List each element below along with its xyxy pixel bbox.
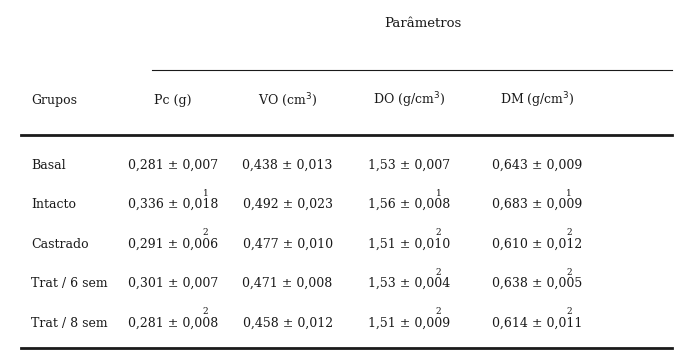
Text: Pc (g): Pc (g) <box>155 94 192 107</box>
Text: 2: 2 <box>202 228 208 237</box>
Text: Basal: Basal <box>31 159 66 172</box>
Text: 0,301 ± 0,007: 0,301 ± 0,007 <box>128 277 218 290</box>
Text: Trat / 6 sem: Trat / 6 sem <box>31 277 108 290</box>
Text: 2: 2 <box>566 267 572 277</box>
Text: 1,51 ± 0,010: 1,51 ± 0,010 <box>368 238 450 251</box>
Text: 2: 2 <box>436 267 441 277</box>
Text: 1: 1 <box>436 188 441 198</box>
Text: 0,471 ± 0,008: 0,471 ± 0,008 <box>243 277 333 290</box>
Text: 0,683 ± 0,009: 0,683 ± 0,009 <box>492 198 582 211</box>
Text: DO (g/cm$^3$): DO (g/cm$^3$) <box>373 91 445 110</box>
Text: 1: 1 <box>566 188 572 198</box>
Text: Trat / 8 sem: Trat / 8 sem <box>31 317 108 330</box>
Text: DM (g/cm$^3$): DM (g/cm$^3$) <box>500 91 574 110</box>
Text: 0,336 ± 0,018: 0,336 ± 0,018 <box>128 198 218 211</box>
Text: 2: 2 <box>436 228 441 237</box>
Text: 0,610 ± 0,012: 0,610 ± 0,012 <box>492 238 582 251</box>
Text: 0,458 ± 0,012: 0,458 ± 0,012 <box>243 317 333 330</box>
Text: 2: 2 <box>566 228 572 237</box>
Text: 0,614 ± 0,011: 0,614 ± 0,011 <box>492 317 582 330</box>
Text: 2: 2 <box>566 307 572 316</box>
Text: 0,281 ± 0,007: 0,281 ± 0,007 <box>128 159 218 172</box>
Text: Intacto: Intacto <box>31 198 76 211</box>
Text: Castrado: Castrado <box>31 238 89 251</box>
Text: 1,53 ± 0,007: 1,53 ± 0,007 <box>368 159 450 172</box>
Text: 0,643 ± 0,009: 0,643 ± 0,009 <box>492 159 582 172</box>
Text: 0,281 ± 0,008: 0,281 ± 0,008 <box>128 317 218 330</box>
Text: 2: 2 <box>436 307 441 316</box>
Text: 1: 1 <box>202 188 209 198</box>
Text: VO (cm$^3$): VO (cm$^3$) <box>258 92 317 109</box>
Text: 2: 2 <box>202 307 208 316</box>
Text: Grupos: Grupos <box>31 94 77 107</box>
Text: 0,291 ± 0,006: 0,291 ± 0,006 <box>128 238 218 251</box>
Text: 0,638 ± 0,005: 0,638 ± 0,005 <box>492 277 582 290</box>
Text: Parâmetros: Parâmetros <box>384 17 462 30</box>
Text: 0,492 ± 0,023: 0,492 ± 0,023 <box>243 198 333 211</box>
Text: 0,438 ± 0,013: 0,438 ± 0,013 <box>243 159 333 172</box>
Text: 1,51 ± 0,009: 1,51 ± 0,009 <box>368 317 450 330</box>
Text: 0,477 ± 0,010: 0,477 ± 0,010 <box>243 238 333 251</box>
Text: 1,53 ± 0,004: 1,53 ± 0,004 <box>368 277 450 290</box>
Text: 1,56 ± 0,008: 1,56 ± 0,008 <box>368 198 450 211</box>
